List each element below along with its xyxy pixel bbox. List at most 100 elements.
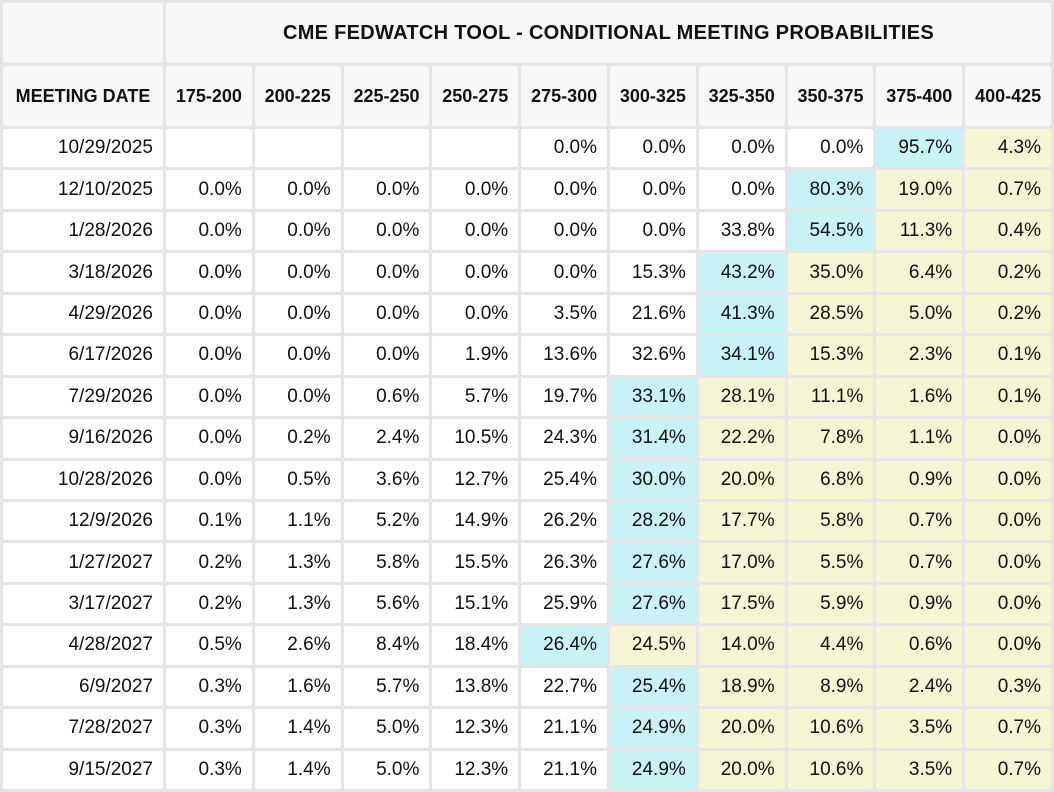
probability-cell: 0.0% (166, 170, 252, 209)
probability-cell: 10.5% (432, 419, 519, 458)
probability-cell: 20.0% (698, 460, 785, 499)
probability-cell: 0.0% (343, 336, 430, 375)
meeting-date-cell: 10/28/2026 (3, 460, 163, 499)
probability-cell: 26.3% (521, 543, 607, 582)
probability-cell: 26.2% (521, 501, 607, 541)
corner-cell (3, 3, 163, 63)
probability-cell: 0.0% (343, 170, 430, 209)
probability-cell: 0.0% (521, 211, 607, 251)
probability-cell: 18.9% (698, 667, 785, 707)
probability-cell: 33.8% (698, 211, 785, 251)
probability-cell: 0.0% (254, 294, 341, 334)
probability-cell: 12.3% (432, 750, 519, 789)
column-header-325-350: 325-350 (698, 66, 785, 126)
probability-cell: 0.2% (254, 419, 341, 458)
probability-cell: 0.0% (965, 584, 1051, 624)
probability-cell: 0.0% (965, 501, 1051, 541)
probability-cell: 1.1% (876, 419, 963, 458)
probability-cell: 17.7% (698, 501, 785, 541)
meeting-date-cell: 3/17/2027 (3, 584, 163, 624)
probability-cell: 5.0% (343, 750, 430, 789)
probability-cell: 13.8% (432, 667, 519, 707)
probability-cell: 8.9% (787, 667, 874, 707)
probability-cell: 2.4% (343, 419, 430, 458)
probability-cell: 0.6% (343, 377, 430, 417)
probability-cell: 0.0% (965, 543, 1051, 582)
probability-cell: 0.0% (965, 419, 1051, 458)
probability-cell: 0.1% (965, 336, 1051, 375)
probability-cell: 20.0% (698, 750, 785, 789)
probability-cell: 33.1% (610, 377, 696, 417)
column-header-300-325: 300-325 (610, 66, 696, 126)
probability-cell: 24.9% (610, 750, 696, 789)
probability-cell: 1.9% (432, 336, 519, 375)
probability-cell: 22.7% (521, 667, 607, 707)
probability-cell: 22.2% (698, 419, 785, 458)
probability-cell: 2.6% (254, 626, 341, 665)
probability-cell: 0.4% (965, 211, 1051, 251)
probability-cell (166, 129, 252, 168)
probability-cell: 0.0% (521, 253, 607, 292)
probability-cell: 0.7% (965, 750, 1051, 789)
probability-cell: 0.0% (432, 253, 519, 292)
probability-cell: 2.3% (876, 336, 963, 375)
meeting-date-cell: 4/28/2027 (3, 626, 163, 665)
probability-cell: 13.6% (521, 336, 607, 375)
probability-cell: 0.0% (432, 211, 519, 251)
probability-cell (254, 129, 341, 168)
probability-cell: 1.4% (254, 709, 341, 748)
meeting-date-column-header: MEETING DATE (3, 66, 163, 126)
probability-cell: 1.3% (254, 543, 341, 582)
probability-cell: 30.0% (610, 460, 696, 499)
probability-cell: 0.3% (166, 709, 252, 748)
probability-cell: 95.7% (876, 129, 963, 168)
probability-cell: 27.6% (610, 584, 696, 624)
probability-cell: 25.9% (521, 584, 607, 624)
meeting-date-cell: 6/9/2027 (3, 667, 163, 707)
probability-cell: 21.6% (610, 294, 696, 334)
meeting-date-cell: 9/15/2027 (3, 750, 163, 789)
column-header-350-375: 350-375 (787, 66, 874, 126)
probability-cell: 28.1% (698, 377, 785, 417)
probability-cell: 0.0% (432, 170, 519, 209)
probability-cell: 0.7% (965, 709, 1051, 748)
probability-cell: 28.5% (787, 294, 874, 334)
probability-cell: 0.3% (965, 667, 1051, 707)
probability-cell: 24.9% (610, 709, 696, 748)
probability-cell: 5.9% (787, 584, 874, 624)
probability-cell: 0.1% (965, 377, 1051, 417)
probability-cell: 0.0% (343, 253, 430, 292)
probability-cell: 15.3% (610, 253, 696, 292)
column-header-275-300: 275-300 (521, 66, 607, 126)
probability-cell: 12.7% (432, 460, 519, 499)
probability-cell: 17.0% (698, 543, 785, 582)
probability-cell: 5.8% (787, 501, 874, 541)
probability-cell: 8.4% (343, 626, 430, 665)
probability-cell: 0.0% (166, 211, 252, 251)
probability-cell: 3.5% (876, 750, 963, 789)
meeting-date-cell: 1/28/2026 (3, 211, 163, 251)
probability-cell: 0.0% (166, 377, 252, 417)
probability-cell: 0.0% (521, 129, 607, 168)
probability-cell: 17.5% (698, 584, 785, 624)
probability-cell: 31.4% (610, 419, 696, 458)
probability-cell: 0.0% (343, 211, 430, 251)
probability-cell: 0.0% (521, 170, 607, 209)
probability-cell: 0.9% (876, 584, 963, 624)
probability-cell: 0.1% (166, 501, 252, 541)
probability-cell: 0.3% (166, 667, 252, 707)
probability-cell: 18.4% (432, 626, 519, 665)
probability-cell: 28.2% (610, 501, 696, 541)
probability-cell: 21.1% (521, 750, 607, 789)
probability-cell: 20.0% (698, 709, 785, 748)
probability-cell: 0.0% (166, 336, 252, 375)
probability-cell: 54.5% (787, 211, 874, 251)
probability-cell: 25.4% (610, 667, 696, 707)
probability-cell: 0.6% (876, 626, 963, 665)
probability-cell: 0.0% (254, 211, 341, 251)
probability-cell (432, 129, 519, 168)
probability-cell: 1.3% (254, 584, 341, 624)
meeting-date-cell: 7/28/2027 (3, 709, 163, 748)
probability-cell: 11.1% (787, 377, 874, 417)
